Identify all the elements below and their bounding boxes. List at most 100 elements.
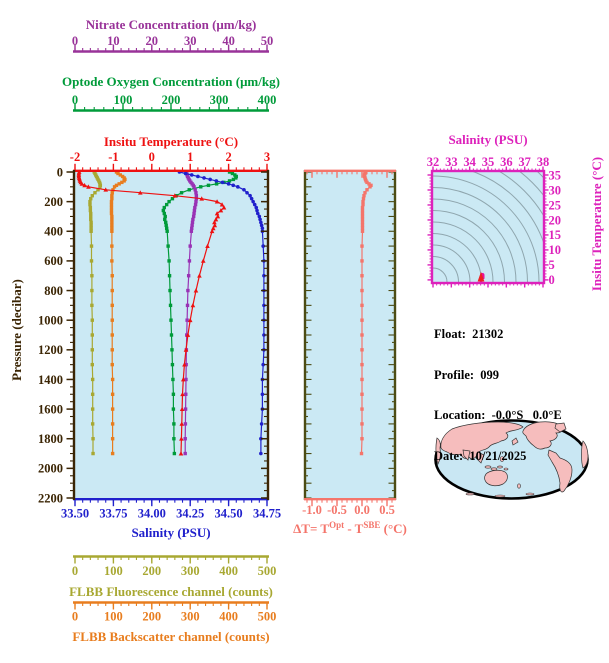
temperature-axis-title: Insitu Temperature (°C) [104, 134, 238, 149]
svg-text:1400: 1400 [38, 373, 63, 387]
svg-text:200: 200 [142, 564, 161, 578]
svg-text:25: 25 [549, 198, 562, 212]
svg-text:-1: -1 [108, 150, 118, 164]
svg-text:0: 0 [72, 34, 78, 48]
svg-text:0: 0 [149, 150, 155, 164]
svg-text:2000: 2000 [38, 462, 63, 476]
svg-text:35: 35 [549, 168, 562, 182]
nitrate-axis: 0 10 20 30 40 50 [72, 34, 274, 53]
profile-salinity [177, 170, 266, 456]
oxygen-axis-title: Optode Oxygen Concentration (μm/kg) [62, 74, 280, 89]
svg-text:0.0: 0.0 [354, 503, 370, 517]
svg-text:100: 100 [114, 93, 133, 107]
salinity-axis-title: Salinity (PSU) [131, 525, 210, 540]
svg-text:400: 400 [44, 225, 63, 239]
svg-text:1800: 1800 [38, 432, 63, 446]
svg-text:600: 600 [44, 254, 63, 268]
delta-t-curve [359, 170, 373, 456]
delta-t-axis-title: ΔT= TOpt - TSBE (°C) [293, 520, 407, 536]
svg-text:0.5: 0.5 [379, 503, 395, 517]
svg-text:200: 200 [162, 93, 181, 107]
world-map [434, 419, 589, 500]
svg-text:-0.5: -0.5 [327, 503, 347, 517]
svg-text:500: 500 [258, 610, 277, 624]
svg-text:32: 32 [427, 155, 440, 169]
pressure-axis-title: Pressure (decibar) [9, 279, 24, 381]
svg-text:500: 500 [258, 564, 277, 578]
svg-text:100: 100 [104, 564, 123, 578]
svg-text:200: 200 [44, 195, 63, 209]
svg-text:2200: 2200 [38, 491, 63, 505]
nitrate-axis-title: Nitrate Concentration (μm/kg) [86, 17, 257, 32]
profile-optode-oxygen-concentration [161, 170, 238, 456]
svg-text:1000: 1000 [38, 313, 63, 327]
svg-text:400: 400 [258, 93, 277, 107]
svg-text:1600: 1600 [38, 402, 63, 416]
svg-text:400: 400 [219, 610, 238, 624]
salinity-axis: 33.50 33.75 34.00 34.25 34.50 34.75 [61, 498, 281, 521]
svg-text:300: 300 [210, 93, 229, 107]
date-line: Date: 10/21/2025 [434, 448, 527, 463]
svg-text:33.50: 33.50 [61, 507, 89, 521]
svg-text:0: 0 [57, 165, 63, 179]
generated-graphics: 0 10 20 30 40 500 100 200 300 400-2 -1 0 1 2 333.50 33.… [38, 34, 589, 624]
svg-text:-1.0: -1.0 [302, 503, 322, 517]
delta-t-bottom-axis: -1.0 -0.5 0.0 0.5 [302, 498, 396, 517]
svg-text:-2: -2 [70, 150, 80, 164]
profile-line: Profile: 099 [434, 367, 500, 382]
svg-text:30: 30 [184, 34, 197, 48]
svg-text:33.75: 33.75 [99, 507, 127, 521]
svg-text:50: 50 [261, 34, 274, 48]
backscatter-axis-title: FLBB Backscatter channel (counts) [72, 629, 269, 644]
svg-text:2: 2 [225, 150, 231, 164]
svg-text:5: 5 [549, 258, 555, 272]
fluorescence-axis-title: FLBB Fluorescence channel (counts) [69, 584, 273, 599]
svg-text:300: 300 [181, 610, 200, 624]
svg-text:0: 0 [72, 610, 78, 624]
svg-text:34.00: 34.00 [138, 507, 166, 521]
float-info: Float: 21302 Profile: 099 Location: -0.0… [434, 301, 562, 490]
fluorescence-axis: 0 100 200 300 400 500 [72, 555, 277, 578]
profile-curves [76, 169, 266, 456]
ts-scatter [477, 271, 485, 282]
svg-text:34.75: 34.75 [253, 507, 281, 521]
svg-text:34.25: 34.25 [176, 507, 204, 521]
backscatter-axis: 0 100 200 300 400 500 [72, 601, 277, 624]
delta-panel-bg [306, 172, 394, 498]
svg-text:34.50: 34.50 [215, 507, 243, 521]
svg-text:3: 3 [264, 150, 270, 164]
svg-text:1200: 1200 [38, 343, 63, 357]
svg-text:1: 1 [187, 150, 193, 164]
svg-text:30: 30 [549, 183, 562, 197]
svg-text:10: 10 [107, 34, 120, 48]
profile-flbb-backscatter-channel [109, 170, 127, 456]
profile-insitu-temperature [76, 169, 227, 456]
ts-temperature-axis-title: Insitu Temperature (°C) [589, 157, 604, 291]
location-line: Location: -0.0°S 0.0°E [434, 408, 562, 422]
pressure-axis: 0 200 400 600 800 1000 1200 1400 1600 1800 2000 220… [38, 165, 270, 505]
svg-text:800: 800 [44, 284, 63, 298]
svg-text:0: 0 [72, 564, 78, 578]
svg-text:33: 33 [445, 155, 458, 169]
svg-text:0: 0 [549, 273, 555, 287]
svg-text:34: 34 [463, 155, 476, 169]
delta-t-panel-axes [303, 169, 397, 500]
svg-text:35: 35 [482, 155, 495, 169]
svg-text:0: 0 [72, 93, 78, 107]
svg-text:37: 37 [518, 155, 531, 169]
svg-text:100: 100 [104, 610, 123, 624]
svg-text:40: 40 [222, 34, 235, 48]
svg-text:300: 300 [181, 564, 200, 578]
svg-text:15: 15 [549, 228, 562, 242]
float-id-line: Float: 21302 [434, 327, 504, 341]
svg-text:38: 38 [537, 155, 550, 169]
svg-text:10: 10 [549, 243, 562, 257]
svg-text:36: 36 [500, 155, 513, 169]
svg-text:400: 400 [219, 564, 238, 578]
svg-text:200: 200 [142, 610, 161, 624]
svg-text:20: 20 [549, 213, 562, 227]
axis-titles: Nitrate Concentration (μm/kg) Optode Oxy… [9, 17, 604, 644]
